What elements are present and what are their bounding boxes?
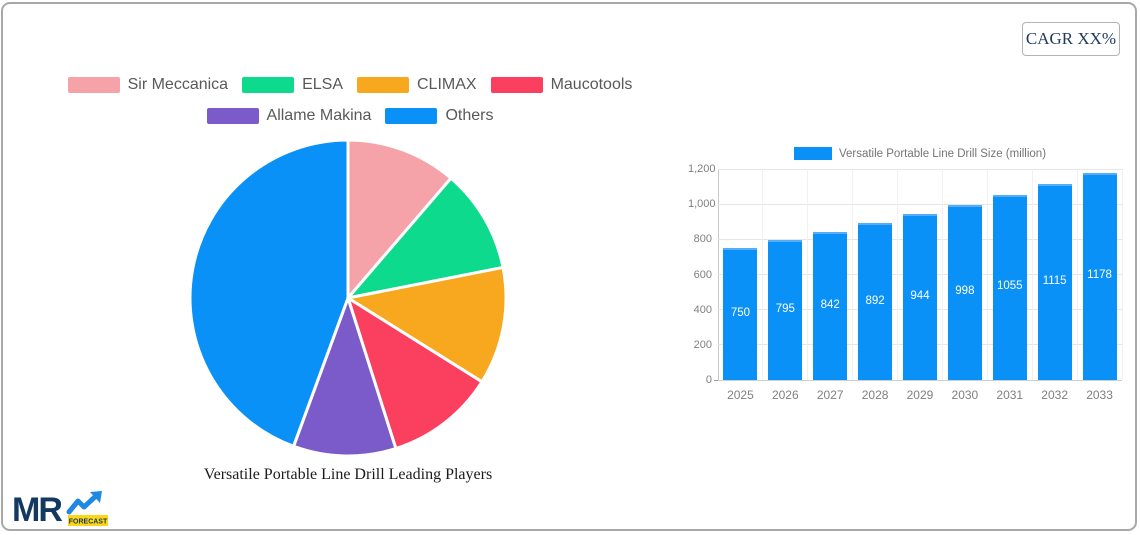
bar-value-label: 1055 [996, 280, 1023, 293]
bar-legend-label: Versatile Portable Line Drill Size (mill… [838, 147, 1047, 160]
cagr-badge[interactable]: CAGR XX% [1022, 22, 1120, 56]
legend-label: Sir Meccanica [127, 76, 229, 93]
bar-2033[interactable] [1082, 172, 1117, 380]
legend-label: Maucotools [550, 76, 633, 93]
bar-2025[interactable] [723, 248, 758, 380]
v-gridline [762, 169, 764, 380]
bar-value-label: 1178 [1087, 269, 1112, 282]
y-axis-tick-label: 200 [693, 338, 712, 351]
bar-value-label: 842 [820, 298, 840, 311]
x-axis-tick-label: 2026 [771, 388, 799, 402]
legend-item-climax[interactable]: CLIMAX [357, 76, 477, 94]
legend-item-elsa[interactable]: ELSA [242, 76, 343, 94]
bar-2032[interactable] [1037, 183, 1072, 380]
bar-value-label: 892 [865, 294, 885, 307]
v-gridline [852, 169, 854, 380]
logo-arrowhead-icon [90, 491, 102, 503]
logo-text: MR [12, 491, 62, 529]
pie-legend: Sir Meccanica ELSA CLIMAX Maucotools Allame… [40, 76, 660, 125]
x-axis-tick-label: 2032 [1041, 388, 1068, 402]
v-gridline [807, 169, 809, 380]
legend-item-sir-meccanica[interactable]: Sir Meccanica [67, 76, 229, 94]
v-gridline [1076, 169, 1078, 380]
legend-swatch [206, 108, 259, 124]
x-axis-tick-label: 2031 [996, 388, 1024, 402]
bar-2031[interactable] [992, 194, 1027, 380]
pie-chart-svg [188, 138, 508, 458]
pie-chart-title: Versatile Portable Line Drill Leading Pl… [203, 466, 493, 483]
legend-swatch [67, 77, 120, 93]
bar-legend-swatch [793, 147, 832, 160]
x-axis-tick-label: 2030 [951, 388, 979, 402]
bar-chart-legend: Versatile Portable Line Drill Size (mill… [718, 147, 1122, 160]
v-gridline [897, 169, 899, 380]
bar-value-label: 750 [730, 307, 751, 320]
logo-badge-text: FORECAST [69, 519, 108, 526]
legend-label: Others [445, 107, 494, 124]
pie-slice-elsa[interactable] [346, 176, 505, 300]
x-axis-tick-label: 2028 [861, 388, 889, 402]
pie-legend-row-1: Sir Meccanica ELSA CLIMAX Maucotools [40, 76, 660, 94]
x-axis-tick-label: 2029 [906, 388, 934, 402]
y-axis-tick-label: 0 [705, 374, 712, 386]
pie-chart [186, 136, 510, 460]
pie-slice-climax[interactable] [346, 265, 508, 384]
v-gridline [986, 169, 988, 380]
legend-swatch [242, 77, 295, 93]
bar-chart-plot-area: 0 200 400 600 800 1,000 1,200 750 2025 795 2026 842… [688, 163, 1123, 402]
y-axis-tick-label: 800 [693, 233, 712, 246]
bar-value-label: 944 [910, 290, 930, 302]
pie-slice-others[interactable] [188, 138, 350, 448]
logo-badge [68, 515, 108, 526]
logo-arrow-icon [66, 492, 100, 515]
legend-label: CLIMAX [417, 76, 477, 93]
x-axis-tick-label: 2027 [816, 388, 844, 402]
zero-tick-mark [714, 380, 718, 381]
bar-chart: Versatile Portable Line Drill Size (mill… [688, 142, 1137, 410]
bar-2030[interactable] [947, 204, 982, 380]
mr-forecast-logo: MR FORECAST [12, 491, 108, 529]
legend-swatch [490, 77, 543, 93]
bar-value-label: 998 [955, 285, 975, 298]
legend-label: ELSA [302, 76, 343, 93]
bar-value-label: 1115 [1042, 274, 1067, 287]
legend-label: Allame Makina [266, 107, 372, 124]
legend-item-others[interactable]: Others [385, 107, 493, 125]
pie-slice-sir-meccanica[interactable] [346, 138, 453, 300]
y-axis-tick-label: 600 [693, 268, 712, 281]
legend-item-allame-makina[interactable]: Allame Makina [206, 107, 372, 125]
v-gridline [1121, 169, 1123, 380]
v-gridline [941, 169, 943, 380]
legend-swatch [357, 77, 409, 93]
legend-swatch [385, 108, 438, 124]
h-gridline [718, 168, 1122, 170]
bar-2027[interactable] [813, 231, 848, 380]
y-axis-tick-label: 1,000 [688, 198, 716, 211]
x-axis-line [718, 380, 1122, 381]
pie-slice-maucotools[interactable] [346, 296, 484, 451]
v-gridline [1031, 169, 1033, 380]
bar-value-label: 795 [775, 303, 795, 316]
pie-legend-row-2: Allame Makina Others [40, 107, 660, 125]
legend-item-maucotools[interactable]: Maucotools [490, 76, 633, 94]
x-axis-tick-label: 2025 [727, 388, 754, 402]
h-gridline [718, 203, 1122, 205]
bar-2026[interactable] [768, 240, 803, 380]
bar-2028[interactable] [858, 223, 893, 380]
y-axis-tick-label: 400 [693, 303, 712, 316]
pie-slice-allame-makina[interactable] [292, 296, 398, 458]
x-axis-tick-label: 2033 [1086, 388, 1113, 402]
y-axis-tick-label: 1,200 [688, 163, 716, 175]
bar-2029[interactable] [903, 214, 937, 380]
